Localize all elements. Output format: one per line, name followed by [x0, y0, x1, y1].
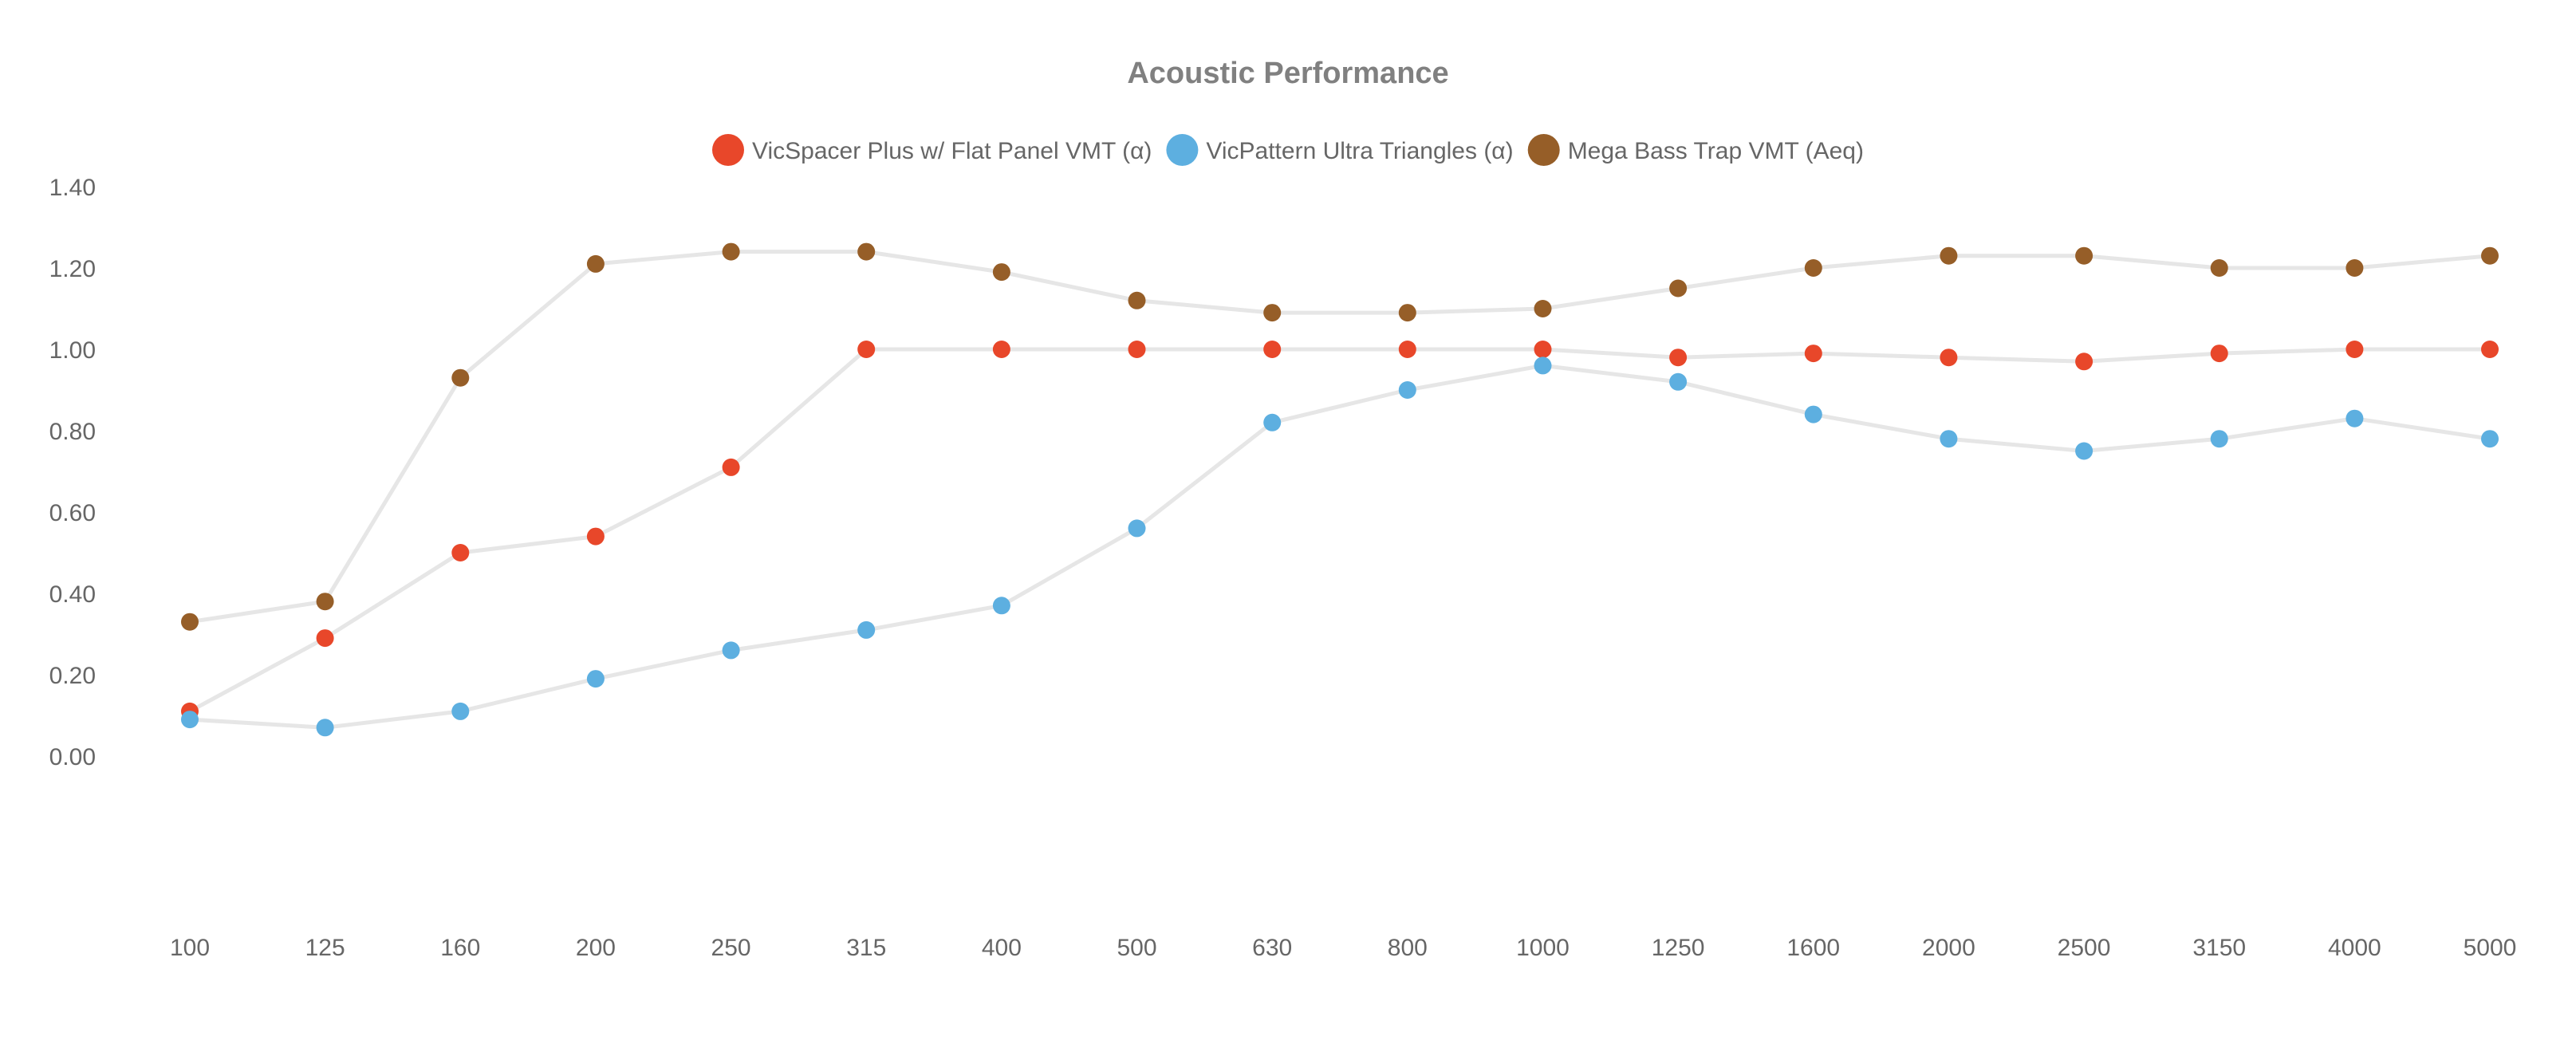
data-point-series-2[interactable] — [2346, 259, 2364, 277]
x-tick-label: 630 — [1252, 935, 1292, 961]
data-point-series-0[interactable] — [1398, 341, 1416, 358]
legend-marker — [1527, 134, 1560, 166]
data-point-series-2[interactable] — [2210, 259, 2228, 277]
data-point-series-2[interactable] — [2075, 246, 2093, 265]
data-point-series-1[interactable] — [1263, 413, 1282, 431]
data-point-series-2[interactable] — [1669, 279, 1688, 297]
x-tick-label: 1600 — [1786, 935, 1840, 961]
data-point-series-1[interactable] — [316, 719, 334, 737]
data-point-series-0[interactable] — [722, 458, 740, 476]
data-point-series-2[interactable] — [1128, 291, 1146, 309]
series-line-2 — [189, 250, 2491, 624]
data-point-series-0[interactable] — [1263, 341, 1282, 358]
data-point-series-1[interactable] — [181, 711, 199, 729]
x-tick-label: 160 — [440, 935, 480, 961]
data-point-series-1[interactable] — [1669, 372, 1688, 391]
x-tick-label: 800 — [1388, 935, 1428, 961]
y-axis: 1.40 1.20 1.00 0.80 0.60 0.40 0.20 0.00 — [49, 175, 96, 770]
data-point-series-1[interactable] — [992, 597, 1010, 615]
data-point-series-0[interactable] — [2210, 345, 2228, 363]
legend-label: Mega Bass Trap VMT (Aeq) — [1568, 138, 1864, 164]
data-point-series-2[interactable] — [181, 613, 199, 631]
data-point-series-2[interactable] — [992, 263, 1010, 282]
x-tick-label: 100 — [170, 935, 210, 961]
data-point-series-2[interactable] — [586, 254, 605, 273]
y-tick-label: 0.00 — [49, 744, 96, 770]
x-tick-label: 2000 — [1922, 935, 1975, 961]
legend: VicSpacer Plus w/ Flat Panel VMT (α) VicP… — [712, 134, 1864, 166]
y-tick-label: 0.60 — [49, 500, 96, 526]
data-point-series-1[interactable] — [451, 702, 470, 720]
series-lines — [188, 250, 2491, 730]
x-tick-label: 2500 — [2058, 935, 2111, 961]
data-point-series-1[interactable] — [1804, 405, 1822, 423]
data-point-series-2[interactable] — [1940, 246, 1958, 265]
x-tick-label: 1250 — [1652, 935, 1705, 961]
data-point-series-0[interactable] — [2346, 341, 2364, 358]
data-point-series-1[interactable] — [586, 670, 605, 688]
data-point-series-2[interactable] — [2481, 246, 2499, 265]
x-tick-label: 4000 — [2328, 935, 2381, 961]
data-point-series-1[interactable] — [1398, 381, 1416, 399]
x-tick-label: 1000 — [1516, 935, 1570, 961]
y-tick-label: 1.00 — [49, 337, 96, 364]
data-point-series-0[interactable] — [586, 527, 605, 546]
data-point-series-0[interactable] — [992, 341, 1010, 358]
chart-title: Acoustic Performance — [1127, 57, 1448, 90]
data-point-series-2[interactable] — [857, 242, 876, 261]
legend-item-2[interactable]: Mega Bass Trap VMT (Aeq) — [1527, 134, 1864, 166]
x-tick-label: 200 — [576, 935, 616, 961]
series-line-1 — [189, 363, 2491, 730]
legend-item-1[interactable]: VicPattern Ultra Triangles (α) — [1166, 134, 1514, 166]
data-point-series-0[interactable] — [2481, 341, 2499, 358]
data-point-series-1[interactable] — [2075, 442, 2093, 460]
x-tick-label: 400 — [982, 935, 1022, 961]
data-point-series-1[interactable] — [1940, 430, 1958, 448]
data-point-series-0[interactable] — [1128, 341, 1146, 358]
data-point-series-0[interactable] — [2075, 353, 2093, 371]
data-point-series-0[interactable] — [1804, 345, 1822, 363]
data-point-series-1[interactable] — [2346, 409, 2364, 427]
x-tick-label: 3150 — [2192, 935, 2246, 961]
data-point-series-1[interactable] — [2210, 430, 2228, 448]
legend-marker — [1166, 134, 1199, 166]
data-point-series-1[interactable] — [857, 620, 876, 639]
series-line-0 — [188, 347, 2490, 714]
y-tick-label: 0.80 — [49, 419, 96, 445]
y-tick-label: 1.20 — [49, 256, 96, 282]
data-point-series-2[interactable] — [1804, 259, 1822, 277]
data-point-series-2[interactable] — [722, 242, 740, 261]
x-tick-label: 5000 — [2464, 935, 2517, 961]
data-point-series-1[interactable] — [1534, 357, 1552, 375]
data-point-series-2[interactable] — [1398, 304, 1416, 322]
x-tick-label: 315 — [846, 935, 886, 961]
data-point-series-1[interactable] — [1128, 519, 1146, 538]
y-tick-label: 0.20 — [49, 663, 96, 689]
data-point-series-1[interactable] — [2481, 430, 2499, 448]
data-point-series-2[interactable] — [316, 593, 334, 611]
data-point-series-2[interactable] — [1534, 300, 1552, 317]
x-tick-label: 500 — [1117, 935, 1156, 961]
x-tick-label: 125 — [305, 935, 345, 961]
data-point-series-2[interactable] — [1263, 304, 1282, 322]
data-point-series-0[interactable] — [451, 544, 470, 561]
y-tick-label: 1.40 — [49, 175, 96, 201]
y-tick-label: 0.40 — [49, 581, 96, 608]
legend-label: VicPattern Ultra Triangles (α) — [1206, 138, 1513, 164]
series-points — [181, 242, 2499, 737]
data-point-series-0[interactable] — [1940, 349, 1958, 367]
data-point-series-0[interactable] — [316, 629, 334, 648]
data-point-series-0[interactable] — [1534, 341, 1552, 358]
x-tick-label: 250 — [711, 935, 751, 961]
legend-marker — [712, 134, 744, 166]
data-point-series-0[interactable] — [1669, 349, 1688, 367]
legend-label: VicSpacer Plus w/ Flat Panel VMT (α) — [752, 138, 1152, 164]
legend-item-0[interactable]: VicSpacer Plus w/ Flat Panel VMT (α) — [712, 134, 1152, 166]
data-point-series-1[interactable] — [722, 641, 740, 660]
data-point-series-2[interactable] — [451, 368, 470, 387]
x-axis: 100 125 160 200 250 315 400 500 630 800 1000 1250 16… — [170, 935, 2516, 961]
data-point-series-0[interactable] — [857, 341, 876, 358]
